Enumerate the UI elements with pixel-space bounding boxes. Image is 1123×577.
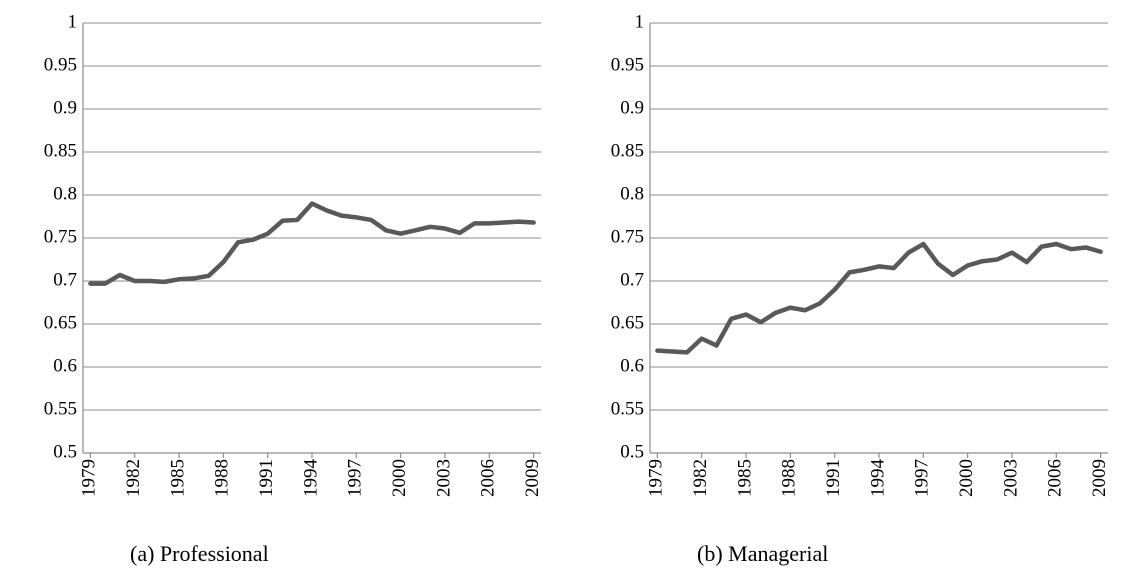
y-tick-label: 0.75 [44,226,77,247]
x-tick-label: 2006 [1045,459,1066,497]
x-tick-label: 1979 [79,459,100,497]
data-line [88,201,536,286]
x-tick-label: 2003 [1000,459,1021,497]
x-tick-label: 1991 [256,459,277,497]
x-tick-label: 1988 [779,459,800,497]
x-tick-label: 1985 [734,459,755,497]
y-tick-label: 0.7 [620,269,644,290]
y-tick-label: 0.85 [44,140,77,161]
x-tick-label: 2009 [522,459,543,497]
y-tick-label: 0.95 [611,54,644,75]
x-tick-label: 1997 [912,459,933,497]
y-tick-label: 0.9 [53,97,77,118]
chart-caption: (a) Professional [130,541,269,566]
data-line [655,241,1103,355]
y-tick-label: 0.65 [44,312,77,333]
y-tick-label: 0.95 [44,54,77,75]
x-tick-label: 1982 [690,459,711,497]
x-tick-label: 2009 [1089,459,1110,497]
x-tick-label: 1994 [867,459,888,498]
x-tick-label: 1994 [300,459,321,498]
y-tick-label: 0.75 [611,226,644,247]
x-tick-label: 2006 [478,459,499,497]
x-tick-label: 1979 [646,459,667,497]
y-tick-label: 1 [68,11,78,32]
y-tick-label: 0.8 [620,183,644,204]
y-tick-label: 0.6 [620,355,644,376]
y-tick-label: 0.55 [611,398,644,419]
y-tick-label: 0.65 [611,312,644,333]
y-tick-label: 0.7 [53,269,77,290]
y-tick-label: 1 [635,11,645,32]
y-tick-label: 0.5 [53,441,77,462]
x-tick-label: 1982 [123,459,144,497]
y-tick-label: 0.9 [620,97,644,118]
x-tick-label: 1985 [167,459,188,497]
y-tick-label: 0.55 [44,398,77,419]
x-tick-label: 2003 [433,459,454,497]
y-tick-label: 0.85 [611,140,644,161]
y-tick-label: 0.5 [620,441,644,462]
x-tick-label: 1988 [212,459,233,497]
x-tick-label: 2000 [956,459,977,497]
x-tick-label: 2000 [389,459,410,497]
y-tick-label: 0.8 [53,183,77,204]
x-tick-label: 1997 [345,459,366,497]
x-tick-label: 1991 [823,459,844,497]
y-tick-label: 0.6 [53,355,77,376]
chart-caption: (b) Managerial [697,541,828,566]
